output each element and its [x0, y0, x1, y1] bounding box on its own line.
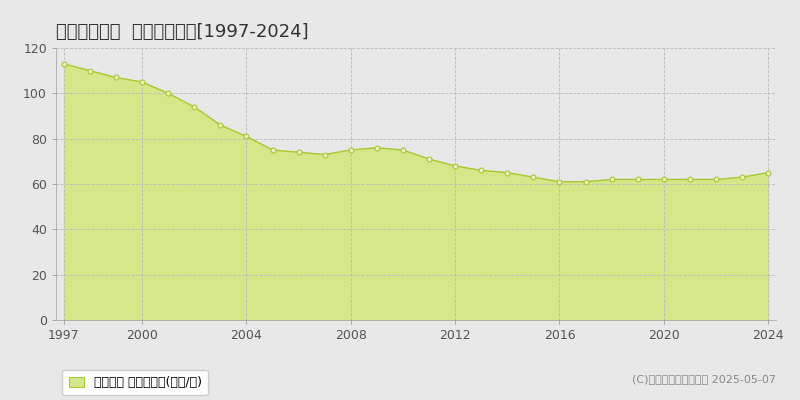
Text: 大阪市平野区  基準地価推移[1997-2024]: 大阪市平野区 基準地価推移[1997-2024] [56, 23, 309, 41]
Text: (C)土地価格ドットコム 2025-05-07: (C)土地価格ドットコム 2025-05-07 [632, 374, 776, 384]
Legend: 基準地価 平均坂単価(万円/坤): 基準地価 平均坂単価(万円/坤) [62, 370, 208, 395]
